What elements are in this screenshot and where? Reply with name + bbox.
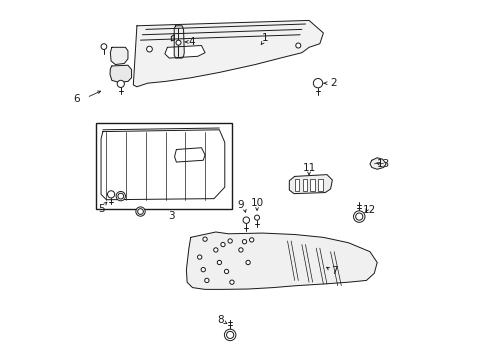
Circle shape xyxy=(313,78,322,88)
Polygon shape xyxy=(174,26,184,58)
Circle shape xyxy=(201,267,205,272)
Circle shape xyxy=(227,239,232,243)
Circle shape xyxy=(217,260,221,265)
Circle shape xyxy=(229,280,234,284)
Circle shape xyxy=(101,44,106,49)
Text: 11: 11 xyxy=(302,163,315,173)
Circle shape xyxy=(355,213,362,220)
Circle shape xyxy=(137,209,143,215)
Circle shape xyxy=(203,237,207,241)
Text: 9: 9 xyxy=(237,200,244,210)
Circle shape xyxy=(221,242,224,247)
Bar xyxy=(302,179,306,191)
Circle shape xyxy=(353,211,364,222)
Polygon shape xyxy=(289,175,332,194)
Circle shape xyxy=(242,239,246,244)
Circle shape xyxy=(146,46,152,52)
Bar xyxy=(294,179,298,191)
Circle shape xyxy=(197,255,202,259)
Polygon shape xyxy=(110,47,128,64)
Text: 7: 7 xyxy=(330,266,337,276)
Text: 8: 8 xyxy=(216,315,223,325)
Text: 6: 6 xyxy=(74,94,80,104)
Text: 2: 2 xyxy=(329,78,336,88)
Circle shape xyxy=(249,238,253,242)
Polygon shape xyxy=(186,232,376,289)
Circle shape xyxy=(238,248,243,252)
Circle shape xyxy=(118,193,123,199)
Text: 4: 4 xyxy=(188,37,194,47)
Polygon shape xyxy=(110,65,131,82)
Polygon shape xyxy=(164,45,204,58)
Circle shape xyxy=(295,43,300,48)
Circle shape xyxy=(243,217,249,224)
Circle shape xyxy=(117,80,124,87)
Bar xyxy=(137,212,143,214)
Circle shape xyxy=(224,269,228,274)
Circle shape xyxy=(213,248,218,252)
Circle shape xyxy=(204,278,208,283)
Polygon shape xyxy=(369,158,386,169)
Bar xyxy=(96,123,231,209)
Circle shape xyxy=(116,192,125,201)
Text: 1: 1 xyxy=(262,33,268,43)
Polygon shape xyxy=(101,130,224,200)
Text: 3: 3 xyxy=(167,211,174,221)
Text: 5: 5 xyxy=(98,204,104,214)
Polygon shape xyxy=(174,148,204,162)
Polygon shape xyxy=(171,35,174,41)
Circle shape xyxy=(176,40,181,45)
Circle shape xyxy=(136,207,145,216)
Circle shape xyxy=(107,191,115,198)
Circle shape xyxy=(224,329,235,341)
Text: 12: 12 xyxy=(362,206,375,216)
Bar xyxy=(318,179,322,191)
Circle shape xyxy=(226,331,233,338)
Bar xyxy=(310,179,314,191)
Text: 10: 10 xyxy=(250,198,263,208)
Text: 13: 13 xyxy=(376,159,389,169)
Polygon shape xyxy=(133,21,323,87)
Circle shape xyxy=(245,260,250,265)
Circle shape xyxy=(254,215,259,220)
